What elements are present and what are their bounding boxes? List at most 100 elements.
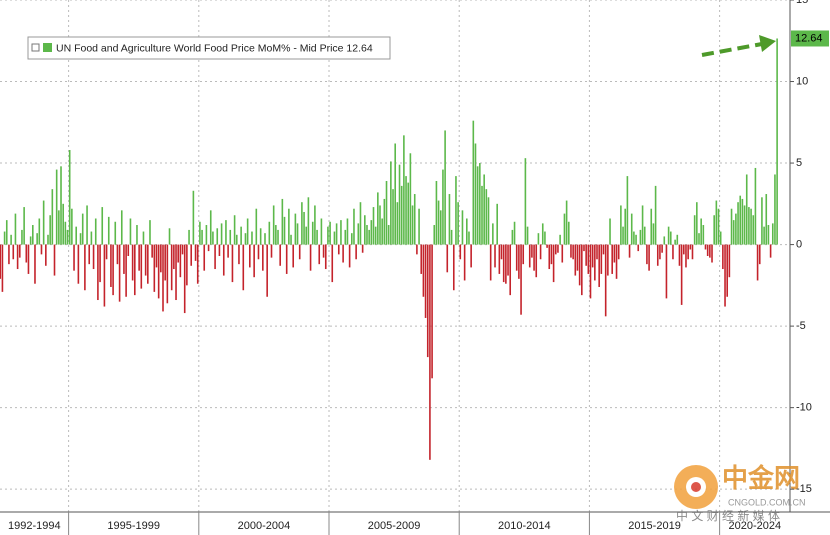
grid bbox=[0, 0, 790, 512]
bar bbox=[73, 244, 75, 271]
bar bbox=[765, 194, 768, 245]
bar bbox=[220, 223, 223, 245]
bar bbox=[379, 205, 381, 245]
bar bbox=[203, 244, 206, 271]
bar bbox=[129, 218, 132, 245]
bar bbox=[687, 244, 689, 260]
bar bbox=[511, 229, 514, 245]
bar bbox=[10, 234, 12, 245]
bar bbox=[353, 208, 355, 245]
y-tick-label: -5 bbox=[796, 320, 806, 332]
bar bbox=[127, 244, 130, 256]
bar bbox=[400, 185, 403, 245]
bar bbox=[485, 189, 488, 245]
bar bbox=[680, 244, 683, 305]
y-tick-label: 0 bbox=[796, 238, 802, 250]
bar bbox=[515, 244, 518, 271]
bar bbox=[563, 213, 566, 245]
bar bbox=[761, 197, 763, 245]
y-tick-label: -15 bbox=[796, 483, 812, 495]
bar bbox=[539, 244, 542, 260]
bar bbox=[622, 226, 624, 245]
bar bbox=[296, 223, 299, 245]
bar bbox=[591, 244, 594, 268]
bar bbox=[630, 213, 633, 245]
legend-toggle[interactable] bbox=[31, 43, 40, 52]
bar bbox=[194, 244, 197, 261]
bar bbox=[222, 244, 225, 276]
bar bbox=[294, 213, 297, 245]
bar bbox=[209, 210, 212, 245]
bar bbox=[659, 244, 661, 260]
bar bbox=[88, 244, 91, 265]
legend-label: UN Food and Agriculture World Food Price… bbox=[56, 42, 373, 54]
bar bbox=[153, 244, 156, 292]
bar bbox=[235, 234, 238, 245]
bar bbox=[307, 197, 310, 245]
bar bbox=[257, 244, 260, 260]
bar bbox=[433, 225, 436, 245]
bar bbox=[570, 244, 572, 258]
bar bbox=[470, 244, 472, 268]
bar bbox=[420, 244, 423, 274]
bar bbox=[298, 244, 301, 260]
bar bbox=[233, 215, 236, 245]
bar bbox=[604, 244, 607, 317]
bar bbox=[318, 244, 321, 265]
bar bbox=[107, 216, 110, 245]
y-tick-label: 15 bbox=[796, 0, 808, 6]
x-tick-label: 2015-2019 bbox=[628, 520, 681, 532]
bar bbox=[266, 244, 268, 297]
bar bbox=[717, 208, 720, 245]
bar bbox=[767, 225, 770, 245]
watermark-slogan: 中 文 财 经 新 媒 体 bbox=[676, 508, 780, 523]
bar bbox=[743, 205, 746, 245]
bar bbox=[249, 244, 251, 268]
bar bbox=[390, 161, 392, 245]
bar bbox=[754, 167, 757, 245]
bar bbox=[285, 244, 288, 274]
bar bbox=[422, 244, 425, 297]
bar bbox=[242, 244, 245, 291]
bar bbox=[413, 194, 416, 245]
bar bbox=[99, 244, 101, 283]
bar bbox=[364, 215, 366, 245]
bar bbox=[752, 215, 755, 245]
bar bbox=[450, 229, 453, 245]
bar bbox=[763, 226, 765, 245]
bar bbox=[578, 244, 581, 286]
bar bbox=[55, 169, 58, 245]
bar bbox=[411, 205, 414, 245]
bar bbox=[481, 185, 483, 245]
bar bbox=[696, 202, 698, 245]
bar bbox=[546, 244, 548, 248]
bar bbox=[505, 244, 507, 284]
bar bbox=[496, 203, 498, 245]
bar bbox=[21, 229, 23, 245]
bar bbox=[131, 244, 134, 281]
watermark-logo-dot bbox=[691, 482, 701, 492]
bar bbox=[620, 205, 622, 245]
bar bbox=[110, 244, 112, 287]
bar bbox=[492, 223, 494, 245]
bar bbox=[706, 244, 709, 256]
bar bbox=[212, 231, 214, 245]
bar bbox=[164, 244, 166, 281]
bar bbox=[147, 244, 149, 284]
bar bbox=[51, 189, 54, 245]
bar bbox=[719, 231, 722, 245]
bar bbox=[116, 244, 119, 265]
bar bbox=[292, 244, 295, 268]
bar bbox=[431, 244, 433, 379]
bar bbox=[381, 218, 383, 245]
bar bbox=[611, 244, 613, 274]
bar bbox=[624, 208, 627, 245]
bar bbox=[133, 244, 136, 296]
bar bbox=[192, 190, 195, 245]
watermark-name: 中金网 bbox=[722, 463, 800, 493]
bar bbox=[344, 229, 347, 245]
bar bbox=[576, 244, 579, 271]
bar bbox=[240, 226, 242, 245]
bar bbox=[748, 207, 750, 245]
bar bbox=[669, 231, 672, 245]
